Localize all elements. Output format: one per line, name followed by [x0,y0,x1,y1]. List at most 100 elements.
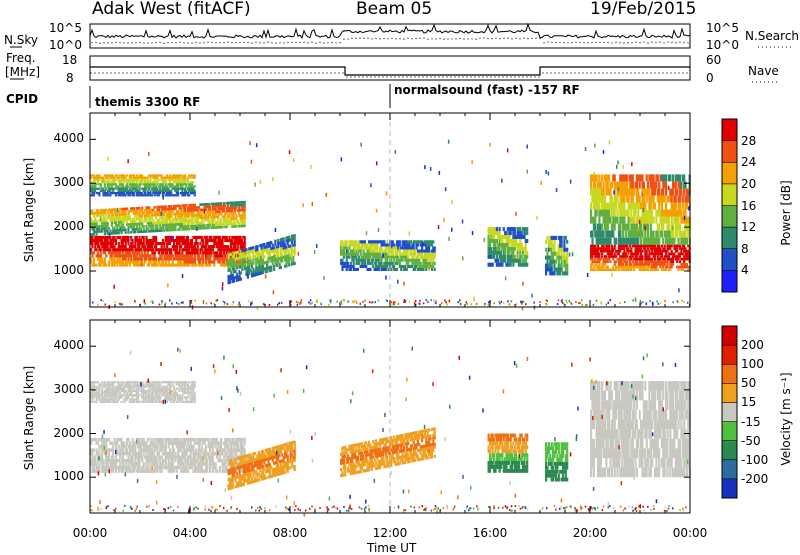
nave-dot [242,72,243,73]
power-panel-echo-cell [105,254,107,257]
nave-dot [186,72,187,73]
power-panel-echo-cell [499,231,501,235]
power-panel-echo-cell [96,233,98,236]
power-panel-echo-cell [179,228,181,231]
power-panel-echo-cell [216,251,218,254]
power-panel-echo-cell [657,174,659,181]
power-panel-ground-cell [433,299,435,301]
nave-dot [246,72,247,73]
power-panel-echo-cell [172,261,174,264]
power-panel-echo-cell [290,257,292,260]
power-panel-echo-cell [151,217,153,220]
power-panel-echo-cell [96,248,98,251]
power-panel-echo-cell [107,239,109,242]
nsearch-dot [199,42,200,43]
power-panel-echo-cell [488,235,490,239]
power-panel-echo-cell [169,174,171,176]
power-panel-echo-cell [93,215,95,218]
power-panel-echo-cell [508,243,510,247]
power-panel-echo-cell [596,174,598,181]
power-panel-echo-cell [393,265,395,268]
power-panel-echo-cell [194,194,196,196]
power-panel-echo-cell [392,240,394,243]
power-panel-echo-cell [166,174,168,176]
power-panel-echo-cell [594,268,596,271]
power-panel-echo-cell [648,250,650,253]
power-panel-ground-cell [446,304,448,306]
power-panel-echo-cell [104,183,106,185]
nsearch-dot [111,42,112,43]
power-panel-echo-cell [222,242,224,245]
power-panel-echo-cell [281,259,283,262]
power-panel-echo-cell [156,183,158,185]
power-panel-echo-cell [267,248,269,251]
power-panel-echo-cell [104,217,106,220]
power-panel-echo-cell [684,210,686,217]
power-panel-echo-cell [686,203,688,210]
nsearch-dot [539,38,540,39]
power-panel-echo-cell [161,254,163,257]
power-panel-ground-cell [191,302,193,304]
power-panel-echo-cell [154,251,156,254]
power-panel-echo-cell [381,246,383,249]
power-panel-echo-cell [148,188,150,190]
power-panel-echo-cell [197,242,199,245]
power-panel-echo-cell [161,174,163,176]
power-panel-echo-cell [93,228,95,231]
power-panel-echo-cell [285,264,287,267]
nave-dot [482,76,483,77]
nave-dot [406,76,407,77]
nave-dot [554,72,555,73]
nave-dot [670,72,671,73]
power-panel-echo-cell [201,248,203,251]
power-panel-ground-cell [558,299,560,301]
power-panel-echo-cell [522,251,524,255]
power-panel-echo-cell [376,246,378,249]
power-panel-echo-cell [521,231,523,235]
power-panel-echo-cell [508,251,510,255]
power-panel-echo-cell [519,239,521,243]
power-panel-echo-cell [630,210,632,217]
power-panel-echo-cell [629,245,631,248]
power-panel-echo-cell [161,219,163,222]
power-panel-echo-cell [371,246,373,249]
nsearch-dot [119,42,120,43]
power-panel-echo-cell [208,227,210,230]
power-panel-echo-cell [184,223,186,226]
power-panel-echo-cell [628,224,630,231]
power-panel-ground-cell [656,301,658,303]
power-panel-echo-cell [94,217,96,220]
power-panel-ground-cell [252,300,254,302]
power-panel-echo-cell [159,188,161,190]
power-panel-echo-cell [229,268,231,271]
power-panel-echo-cell [598,263,600,266]
power-panel-echo-cell [611,182,613,189]
power-panel-echo-cell [288,263,290,266]
power-panel-echo-cell [291,247,293,250]
power-panel-echo-cell [111,211,113,214]
power-panel-echo-cell [630,263,632,266]
power-panel-echo-cell [100,264,102,267]
power-panel-echo-cell [126,208,128,211]
power-panel-echo-cell [658,203,660,210]
nsearch-dot [399,38,400,39]
power-panel-echo-cell [615,261,617,264]
power-panel-echo-cell [686,238,688,245]
nsearch-dot [191,42,192,43]
power-panel-echo-cell [91,254,93,257]
power-panel-ground-cell [441,302,443,304]
power-panel-echo-cell [566,268,568,272]
power-panel-echo-cell [281,253,283,256]
power-panel-ground-cell [391,303,393,305]
power-panel-echo-cell [151,245,153,248]
power-panel-echo-cell [149,192,151,194]
power-panel-echo-cell [294,234,296,237]
nave-dot [154,72,155,73]
power-panel-echo-cell [97,181,99,183]
power-panel-echo-cell [147,251,149,254]
nsearch-dot [587,42,588,43]
nsearch-dot [319,42,320,43]
nsearch-dot [455,38,456,39]
nsearch-dot [643,41,644,42]
power-panel-echo-cell [108,185,110,187]
